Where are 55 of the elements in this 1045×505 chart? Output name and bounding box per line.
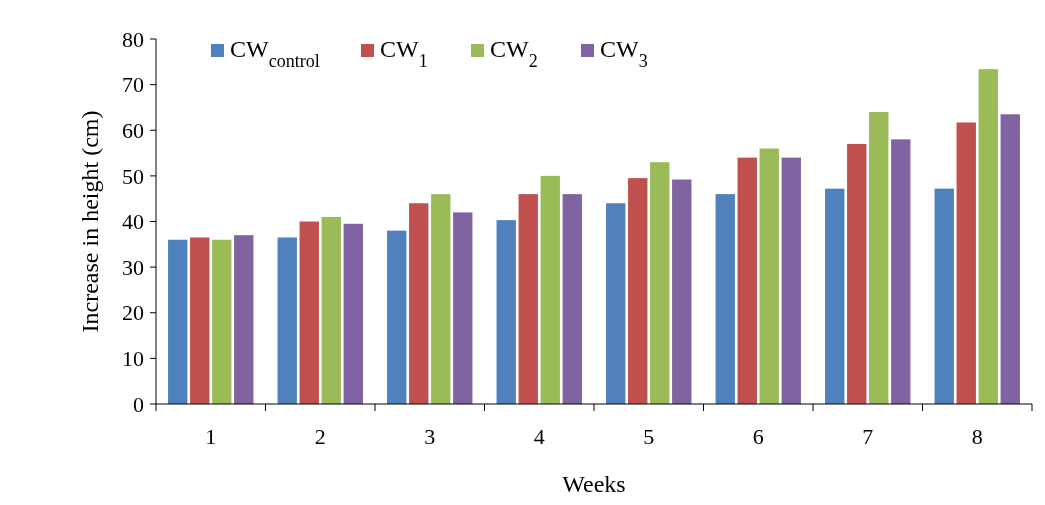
y-tick-label: 60 xyxy=(122,117,144,143)
bar xyxy=(562,194,582,404)
y-axis-title: Increase in height (cm) xyxy=(77,110,103,333)
bar xyxy=(321,216,341,404)
y-tick-label: 80 xyxy=(122,26,144,52)
bar xyxy=(387,230,407,404)
legend-label: CW$_{3}$ xyxy=(600,36,648,71)
bar xyxy=(825,188,845,404)
bar xyxy=(781,157,801,404)
bar xyxy=(891,139,911,404)
bar xyxy=(869,112,889,404)
y-tick-label: 10 xyxy=(122,346,144,372)
bar xyxy=(1000,114,1020,404)
x-tick-label: 8 xyxy=(971,424,983,449)
bar xyxy=(496,220,516,404)
bar xyxy=(956,122,976,404)
legend-label: CW$_{2}$ xyxy=(490,36,538,71)
y-tick-label: 30 xyxy=(122,254,144,280)
bar xyxy=(409,203,429,404)
bar xyxy=(715,194,735,404)
bar xyxy=(343,223,363,404)
bar xyxy=(212,239,232,404)
y-tick-label: 40 xyxy=(122,209,144,235)
y-tick-label: 50 xyxy=(122,163,144,189)
bar xyxy=(234,235,254,404)
bar xyxy=(934,188,954,404)
x-axis-title: Weeks xyxy=(562,471,626,497)
bar xyxy=(299,221,319,404)
bar xyxy=(737,157,757,404)
x-tick-label: 4 xyxy=(533,424,545,449)
bar xyxy=(190,237,210,404)
x-tick-label: 6 xyxy=(752,424,764,449)
legend-label: CW$_{control}$ xyxy=(230,36,320,71)
bar xyxy=(672,179,692,404)
bar xyxy=(759,148,779,404)
bar xyxy=(978,69,998,404)
x-tick-label: 1 xyxy=(205,424,217,449)
x-tick-label: 5 xyxy=(643,424,655,449)
bar xyxy=(431,194,451,404)
bar xyxy=(650,162,670,404)
bar xyxy=(168,239,188,404)
x-tick-label: 3 xyxy=(424,424,436,449)
x-tick-label: 2 xyxy=(314,424,326,449)
legend-label: CW$_{1}$ xyxy=(380,36,428,71)
y-tick-label: 70 xyxy=(122,72,144,98)
bar xyxy=(628,178,648,404)
bar xyxy=(540,175,560,404)
bar xyxy=(606,203,626,404)
bar xyxy=(453,212,473,404)
bar xyxy=(518,194,538,404)
bar xyxy=(847,143,867,404)
bar xyxy=(277,237,297,404)
y-tick-label: 20 xyxy=(122,300,144,326)
y-tick-label: 0 xyxy=(133,391,144,417)
x-tick-label: 7 xyxy=(862,424,874,449)
